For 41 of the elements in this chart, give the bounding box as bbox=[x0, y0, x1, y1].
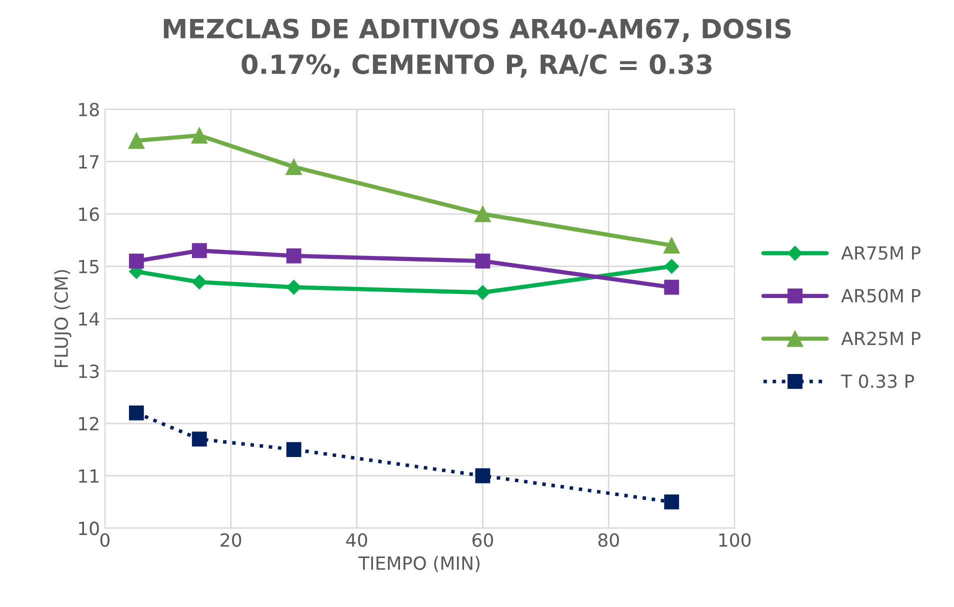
point bbox=[192, 243, 207, 258]
legend-label: AR50M P bbox=[841, 288, 921, 303]
y-tick-label: 18 bbox=[79, 102, 99, 116]
point bbox=[128, 254, 144, 269]
y-tick-label: 10 bbox=[79, 522, 99, 536]
point bbox=[192, 432, 207, 447]
y-tick-label: 12 bbox=[79, 416, 98, 430]
point bbox=[286, 248, 302, 264]
legend-label: T 0.33 P bbox=[841, 374, 914, 388]
point bbox=[286, 158, 302, 176]
y-tick-label: 17 bbox=[79, 155, 99, 168]
point bbox=[475, 285, 490, 300]
point bbox=[664, 258, 680, 274]
x-tick-label: 100 bbox=[719, 533, 751, 547]
point bbox=[191, 127, 208, 144]
point bbox=[192, 274, 207, 290]
point bbox=[128, 132, 145, 149]
x-axis-title: TIEMPO (MIN) bbox=[358, 556, 480, 572]
x-tick-label: 80 bbox=[598, 533, 619, 547]
point bbox=[663, 237, 680, 254]
y-tick-label: 14 bbox=[79, 312, 100, 326]
chart-title: MEZCLAS DE ADITIVOS AR40-AM67, DOSIS 0.17%, CEMENTO P, RA/C = 0.33 bbox=[164, 18, 791, 78]
point bbox=[475, 254, 490, 269]
point bbox=[286, 442, 302, 458]
x-tick-label: 0 bbox=[100, 533, 110, 547]
y-tick-label: 16 bbox=[79, 207, 99, 222]
point bbox=[475, 468, 490, 484]
legend-label: AR75M P bbox=[841, 246, 921, 260]
point bbox=[474, 206, 491, 222]
y-tick-label: 13 bbox=[79, 364, 99, 378]
x-tick-label: 20 bbox=[220, 533, 242, 547]
point bbox=[664, 280, 680, 295]
point bbox=[286, 280, 302, 295]
point bbox=[128, 405, 144, 420]
y-axis-title: FLUJO (CM) bbox=[54, 270, 72, 368]
legend-label: AR25M P bbox=[841, 332, 921, 346]
point bbox=[664, 494, 680, 510]
y-tick-label: 11 bbox=[79, 469, 98, 483]
y-tick-label: 15 bbox=[79, 260, 98, 274]
x-tick-label: 60 bbox=[472, 533, 494, 547]
x-tick-label: 40 bbox=[346, 533, 368, 547]
